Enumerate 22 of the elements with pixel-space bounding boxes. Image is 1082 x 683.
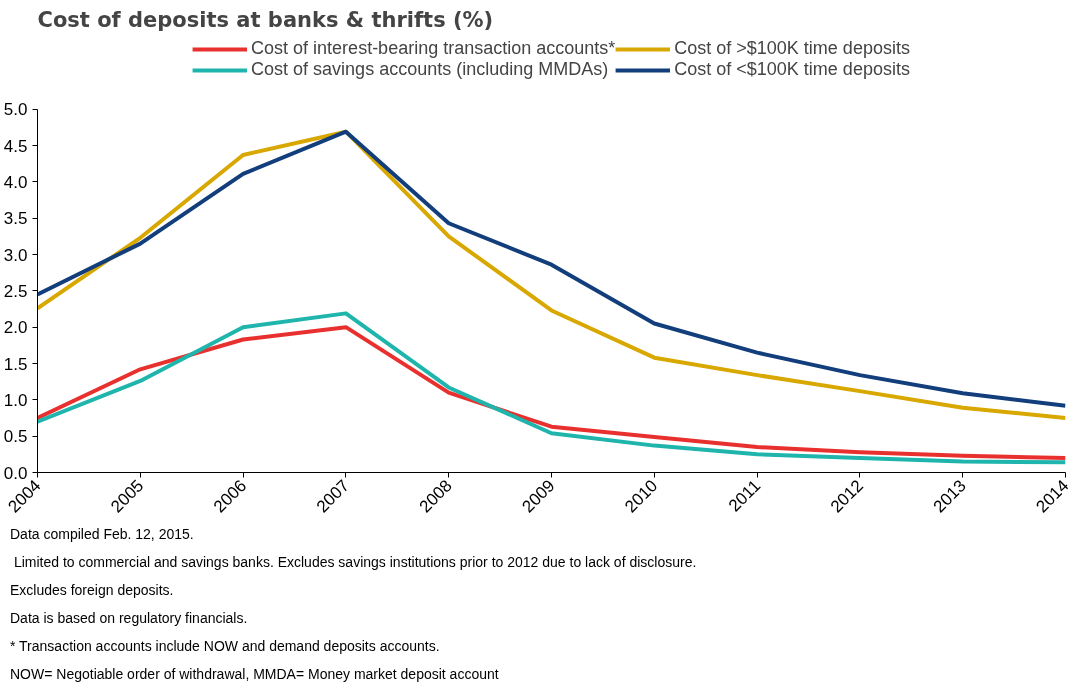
- y-tick-label: 2.5: [3, 281, 28, 301]
- legend-label: Cost of savings accounts (including MMDAs): [251, 59, 609, 80]
- text: Data is based on regulatory financials.: [10, 609, 248, 627]
- y-tick-label: 5.0: [3, 100, 28, 120]
- y-tick-label: 0.5: [3, 427, 28, 447]
- y-tick-label: 4.0: [3, 172, 28, 192]
- y-tick-label: 1.5: [3, 354, 28, 374]
- legend-label: Cost of <$100K time deposits: [674, 59, 910, 80]
- text: Limited to commercial and savings banks. Excludes savings institutions prior to 2012 due to lack of disclosure.: [12, 553, 697, 571]
- y-tick-label: 2.0: [3, 318, 28, 338]
- y-tick-label: 3.0: [3, 245, 28, 265]
- y-tick-label: 3.5: [3, 209, 28, 229]
- chart-title: Cost of deposits at banks & thrifts (%): [37, 7, 494, 32]
- y-tick-label: 0.0: [3, 463, 28, 483]
- y-tick-label: 4.5: [3, 136, 28, 156]
- text: NOW= Negotiable order of withdrawal, MMDA= Money market deposit account: [10, 665, 499, 683]
- text: Excludes foreign deposits.: [10, 581, 174, 599]
- legend-label: Cost of interest-bearing transaction accounts*: [251, 38, 616, 59]
- text: Data compiled Feb. 12, 2015.: [10, 525, 194, 543]
- text: * Transaction accounts include NOW and demand deposits accounts.: [10, 637, 440, 655]
- y-tick-label: 1.0: [3, 390, 28, 410]
- legend-label: Cost of >$100K time deposits: [674, 38, 910, 59]
